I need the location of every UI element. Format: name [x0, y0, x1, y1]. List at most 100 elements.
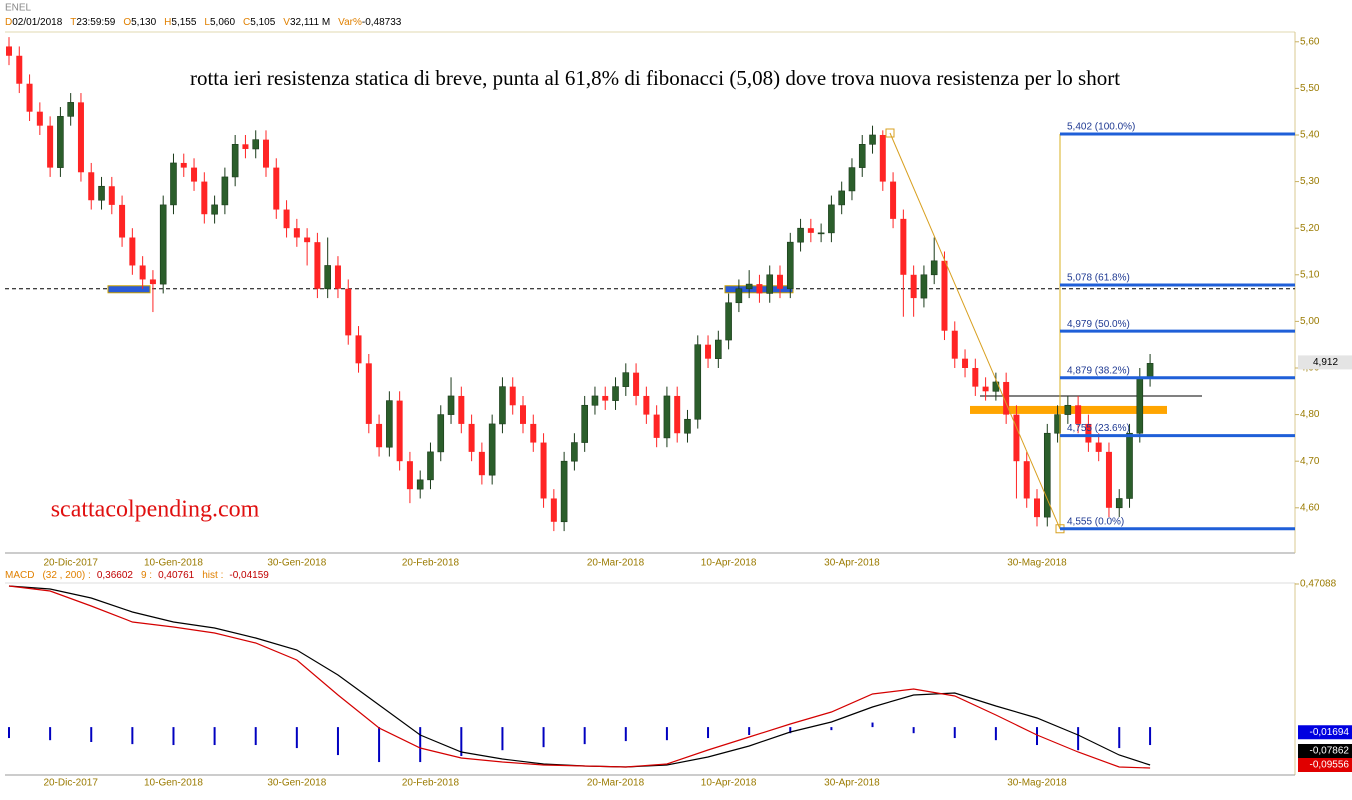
- candle-body: [807, 228, 814, 233]
- candle-body: [674, 395, 681, 434]
- candle-body: [1126, 432, 1133, 499]
- candle-body: [684, 418, 691, 434]
- x-tick-label: 10-Apr-2018: [701, 558, 757, 569]
- candle-body: [406, 461, 413, 490]
- last-value-label: -0,01694: [1310, 727, 1350, 738]
- header-value: 5,130: [131, 17, 156, 28]
- header-value: 5,060: [210, 17, 235, 28]
- candle-body: [1034, 498, 1040, 518]
- candle-body: [530, 423, 537, 443]
- macd-x-tick-label: 30-Apr-2018: [824, 778, 880, 789]
- candle-body: [293, 228, 300, 238]
- candle-body: [149, 279, 156, 285]
- candle-body: [612, 386, 619, 401]
- macd-legend-key: -0,04159: [229, 570, 269, 581]
- candle-body: [509, 386, 516, 406]
- candle-body: [1095, 442, 1102, 452]
- header-key: O: [123, 17, 131, 28]
- candle-body: [900, 218, 907, 275]
- y-tick-label: 5,20: [1300, 223, 1320, 234]
- candle-body: [581, 404, 588, 443]
- candle-body: [520, 405, 526, 424]
- candle-body: [540, 442, 547, 499]
- macd-x-tick-label: 30-Gen-2018: [267, 778, 326, 789]
- candle-body: [47, 125, 54, 168]
- header-value: 02/01/2018: [12, 17, 62, 28]
- candle-body: [571, 442, 578, 462]
- candle-body: [231, 144, 239, 178]
- candle-body: [982, 386, 989, 392]
- header-value: 32,111 M: [290, 17, 330, 28]
- candle-body: [1023, 461, 1030, 499]
- macd-header: MACD (32 , 200) : 0,36602 9 : 0,40761 hist :-…: [5, 570, 269, 581]
- last-price-box: [1298, 355, 1352, 370]
- candle-body: [1075, 405, 1082, 424]
- candle-body: [797, 227, 804, 243]
- trend-line: [889, 132, 1061, 529]
- candle-body: [139, 265, 146, 280]
- candle-body: [447, 395, 455, 415]
- fib-label: 4,879 (38.2%): [1067, 365, 1130, 376]
- candle-body: [735, 288, 743, 304]
- x-tick-label: 20-Mar-2018: [587, 558, 645, 569]
- candle-body: [242, 144, 249, 149]
- candle-body: [663, 395, 671, 439]
- candle-body: [67, 102, 74, 117]
- candle-body: [1115, 498, 1123, 509]
- symbol: ENEL: [5, 3, 32, 14]
- y-tick-label: 5,50: [1300, 83, 1320, 94]
- y-tick-label: 5,30: [1300, 176, 1320, 187]
- candle-body: [1064, 404, 1072, 415]
- candle-body: [591, 395, 599, 406]
- candle-body: [416, 479, 424, 490]
- last-value-box: [1298, 725, 1352, 740]
- x-tick-label: 20-Dic-2017: [43, 558, 98, 569]
- x-tick-label: 30-Mag-2018: [1007, 558, 1067, 569]
- candle-body: [1013, 414, 1020, 462]
- candle-body: [756, 284, 763, 294]
- candle-body: [211, 204, 218, 215]
- y-tick-label: 4,70: [1300, 456, 1320, 467]
- y-tick-label: 4,80: [1300, 409, 1320, 420]
- last-value-label: -0,07862: [1310, 746, 1350, 757]
- header-key: H: [164, 17, 171, 28]
- candle-body: [694, 344, 702, 420]
- candle-body: [941, 260, 948, 331]
- fib-label: 4,555 (0.0%): [1067, 516, 1124, 527]
- macd-x-tick-label: 30-Mag-2018: [1007, 778, 1067, 789]
- macd-legend-value: (32 , 200) :: [42, 570, 90, 581]
- candle-body: [920, 274, 928, 299]
- candle-body: [324, 265, 331, 290]
- last-value-label: -0,09556: [1310, 760, 1350, 771]
- level-box: [107, 285, 151, 294]
- candle-body: [550, 498, 557, 522]
- candle-body: [119, 204, 126, 238]
- x-tick-label: 20-Feb-2018: [402, 558, 460, 569]
- candle-body: [653, 414, 660, 438]
- candle-body: [263, 139, 269, 168]
- candle-body: [1105, 451, 1112, 508]
- candle-body: [6, 46, 12, 56]
- y-tick-label: 5,60: [1300, 36, 1320, 47]
- macd-x-tick-label: 20-Feb-2018: [402, 778, 460, 789]
- candle-body: [643, 395, 650, 415]
- header: D02/01/2018 T23:59:59 O5,130 H5,155 L5,060 C5…: [5, 17, 402, 28]
- macd-legend-value: 9 :: [141, 570, 152, 581]
- candle-body: [1146, 363, 1154, 378]
- y-tick-label: 5,10: [1300, 269, 1320, 280]
- candle-body: [1043, 432, 1051, 518]
- candle-body: [777, 274, 783, 289]
- candle-body: [715, 339, 722, 359]
- macd-x-tick-label: 10-Gen-2018: [144, 778, 203, 789]
- candle-body: [16, 55, 23, 84]
- candle-body: [159, 204, 167, 285]
- candle-body: [499, 386, 506, 425]
- candle-body: [930, 260, 938, 276]
- candle-body: [1054, 414, 1061, 434]
- candle-body: [890, 181, 897, 219]
- candle-body: [108, 186, 115, 205]
- candle-body: [560, 460, 568, 523]
- header-value: -0,48733: [362, 17, 402, 28]
- candle-body: [910, 274, 917, 299]
- candle-body: [468, 423, 475, 452]
